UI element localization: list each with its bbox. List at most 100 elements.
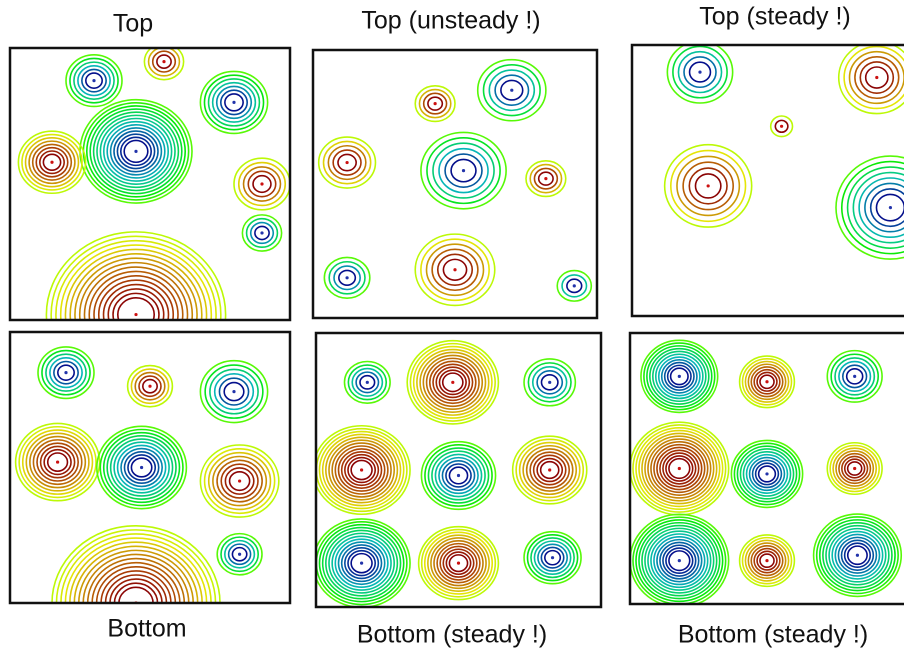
contour-line	[834, 357, 876, 396]
contour-line	[539, 460, 560, 480]
contour-line	[55, 239, 217, 320]
marker-dot	[148, 384, 152, 388]
marker-dot	[544, 177, 548, 181]
contour-line	[694, 173, 722, 199]
marker-dot	[548, 468, 552, 472]
contour-line	[566, 278, 583, 294]
contour-line	[533, 540, 572, 576]
panel-title: Top (steady !)	[699, 3, 850, 31]
contour-line	[525, 448, 574, 492]
contour-line	[438, 456, 479, 495]
contour-line	[247, 170, 277, 198]
contour-line	[427, 534, 490, 592]
contour-line	[665, 547, 694, 575]
contour-line	[647, 530, 712, 591]
marker-dot	[140, 465, 144, 470]
contour-line	[337, 448, 386, 492]
contour-line	[875, 193, 904, 222]
contour-line	[113, 441, 170, 494]
contour-line	[99, 117, 173, 186]
contour-line	[322, 140, 372, 185]
contour-line	[665, 455, 694, 482]
contour-line	[224, 539, 256, 569]
contour-line	[109, 127, 163, 176]
contour-line	[843, 45, 904, 110]
contour-line	[434, 453, 483, 498]
contour-line	[337, 541, 386, 586]
contour-line	[69, 57, 119, 104]
contour-line	[751, 459, 783, 489]
marker-dot	[365, 380, 369, 384]
contour-line	[220, 89, 249, 116]
contour-line	[825, 524, 890, 586]
panel-frame	[311, 48, 599, 320]
contour-line	[328, 532, 396, 594]
contour-line	[29, 435, 87, 489]
marker-dot	[572, 284, 576, 288]
contour-line	[654, 353, 704, 400]
contour-line	[529, 163, 563, 194]
contour-line	[448, 554, 469, 573]
contour-line	[42, 153, 62, 171]
contour-line	[420, 528, 497, 598]
contour-line	[829, 444, 880, 493]
contour-line	[50, 235, 222, 320]
contour-line	[350, 552, 373, 574]
contour-line	[130, 368, 170, 405]
contour-line	[231, 546, 248, 562]
contour-line	[635, 519, 724, 603]
contour-line	[815, 516, 899, 595]
contour-line	[199, 70, 269, 135]
contour-line	[445, 463, 472, 488]
contour-line	[96, 425, 188, 510]
contour-line	[347, 549, 377, 577]
contour-line	[45, 353, 87, 392]
marker-dot	[345, 160, 349, 165]
contour-line	[438, 147, 489, 194]
marker-dot	[232, 100, 236, 104]
marker-dot	[162, 60, 166, 64]
contour-line	[643, 342, 716, 411]
contour-line	[683, 56, 717, 89]
contour-line	[442, 258, 468, 281]
contour-line	[425, 243, 485, 297]
contour-line	[750, 545, 784, 577]
contour-line	[644, 527, 715, 594]
contour-line	[644, 435, 715, 502]
contour-line	[832, 447, 878, 490]
contour-line	[46, 452, 69, 472]
contour-line	[757, 465, 777, 483]
contour-line	[672, 45, 728, 99]
contour-line	[323, 256, 371, 299]
contour-line	[78, 261, 194, 320]
contour-line	[418, 88, 452, 119]
contour-line	[347, 364, 388, 401]
contour-line	[831, 530, 884, 580]
contour-line	[656, 446, 703, 491]
contour-line	[429, 360, 477, 405]
contour-line	[747, 542, 787, 579]
contour-line	[51, 524, 221, 603]
contour-plot	[317, 58, 593, 307]
contour-line	[676, 155, 741, 217]
contour-line	[448, 466, 469, 485]
contour-line	[344, 453, 380, 487]
contour-line	[406, 339, 500, 425]
contour-line	[57, 364, 75, 381]
contour-line	[21, 133, 83, 191]
contour-line	[653, 536, 706, 586]
contour-line	[843, 458, 866, 479]
contour-line	[638, 429, 721, 508]
marker-dot	[765, 559, 769, 563]
contour-line	[739, 448, 795, 500]
contour-line	[107, 288, 165, 320]
contour-line	[53, 360, 79, 385]
contour-line	[220, 536, 259, 573]
marker-dot	[232, 390, 236, 394]
contour-plot	[14, 346, 280, 603]
contour-line	[828, 527, 887, 583]
contour-line	[769, 115, 794, 138]
contour-line	[321, 526, 402, 600]
contour-line	[334, 445, 389, 495]
contour-line	[77, 64, 111, 97]
